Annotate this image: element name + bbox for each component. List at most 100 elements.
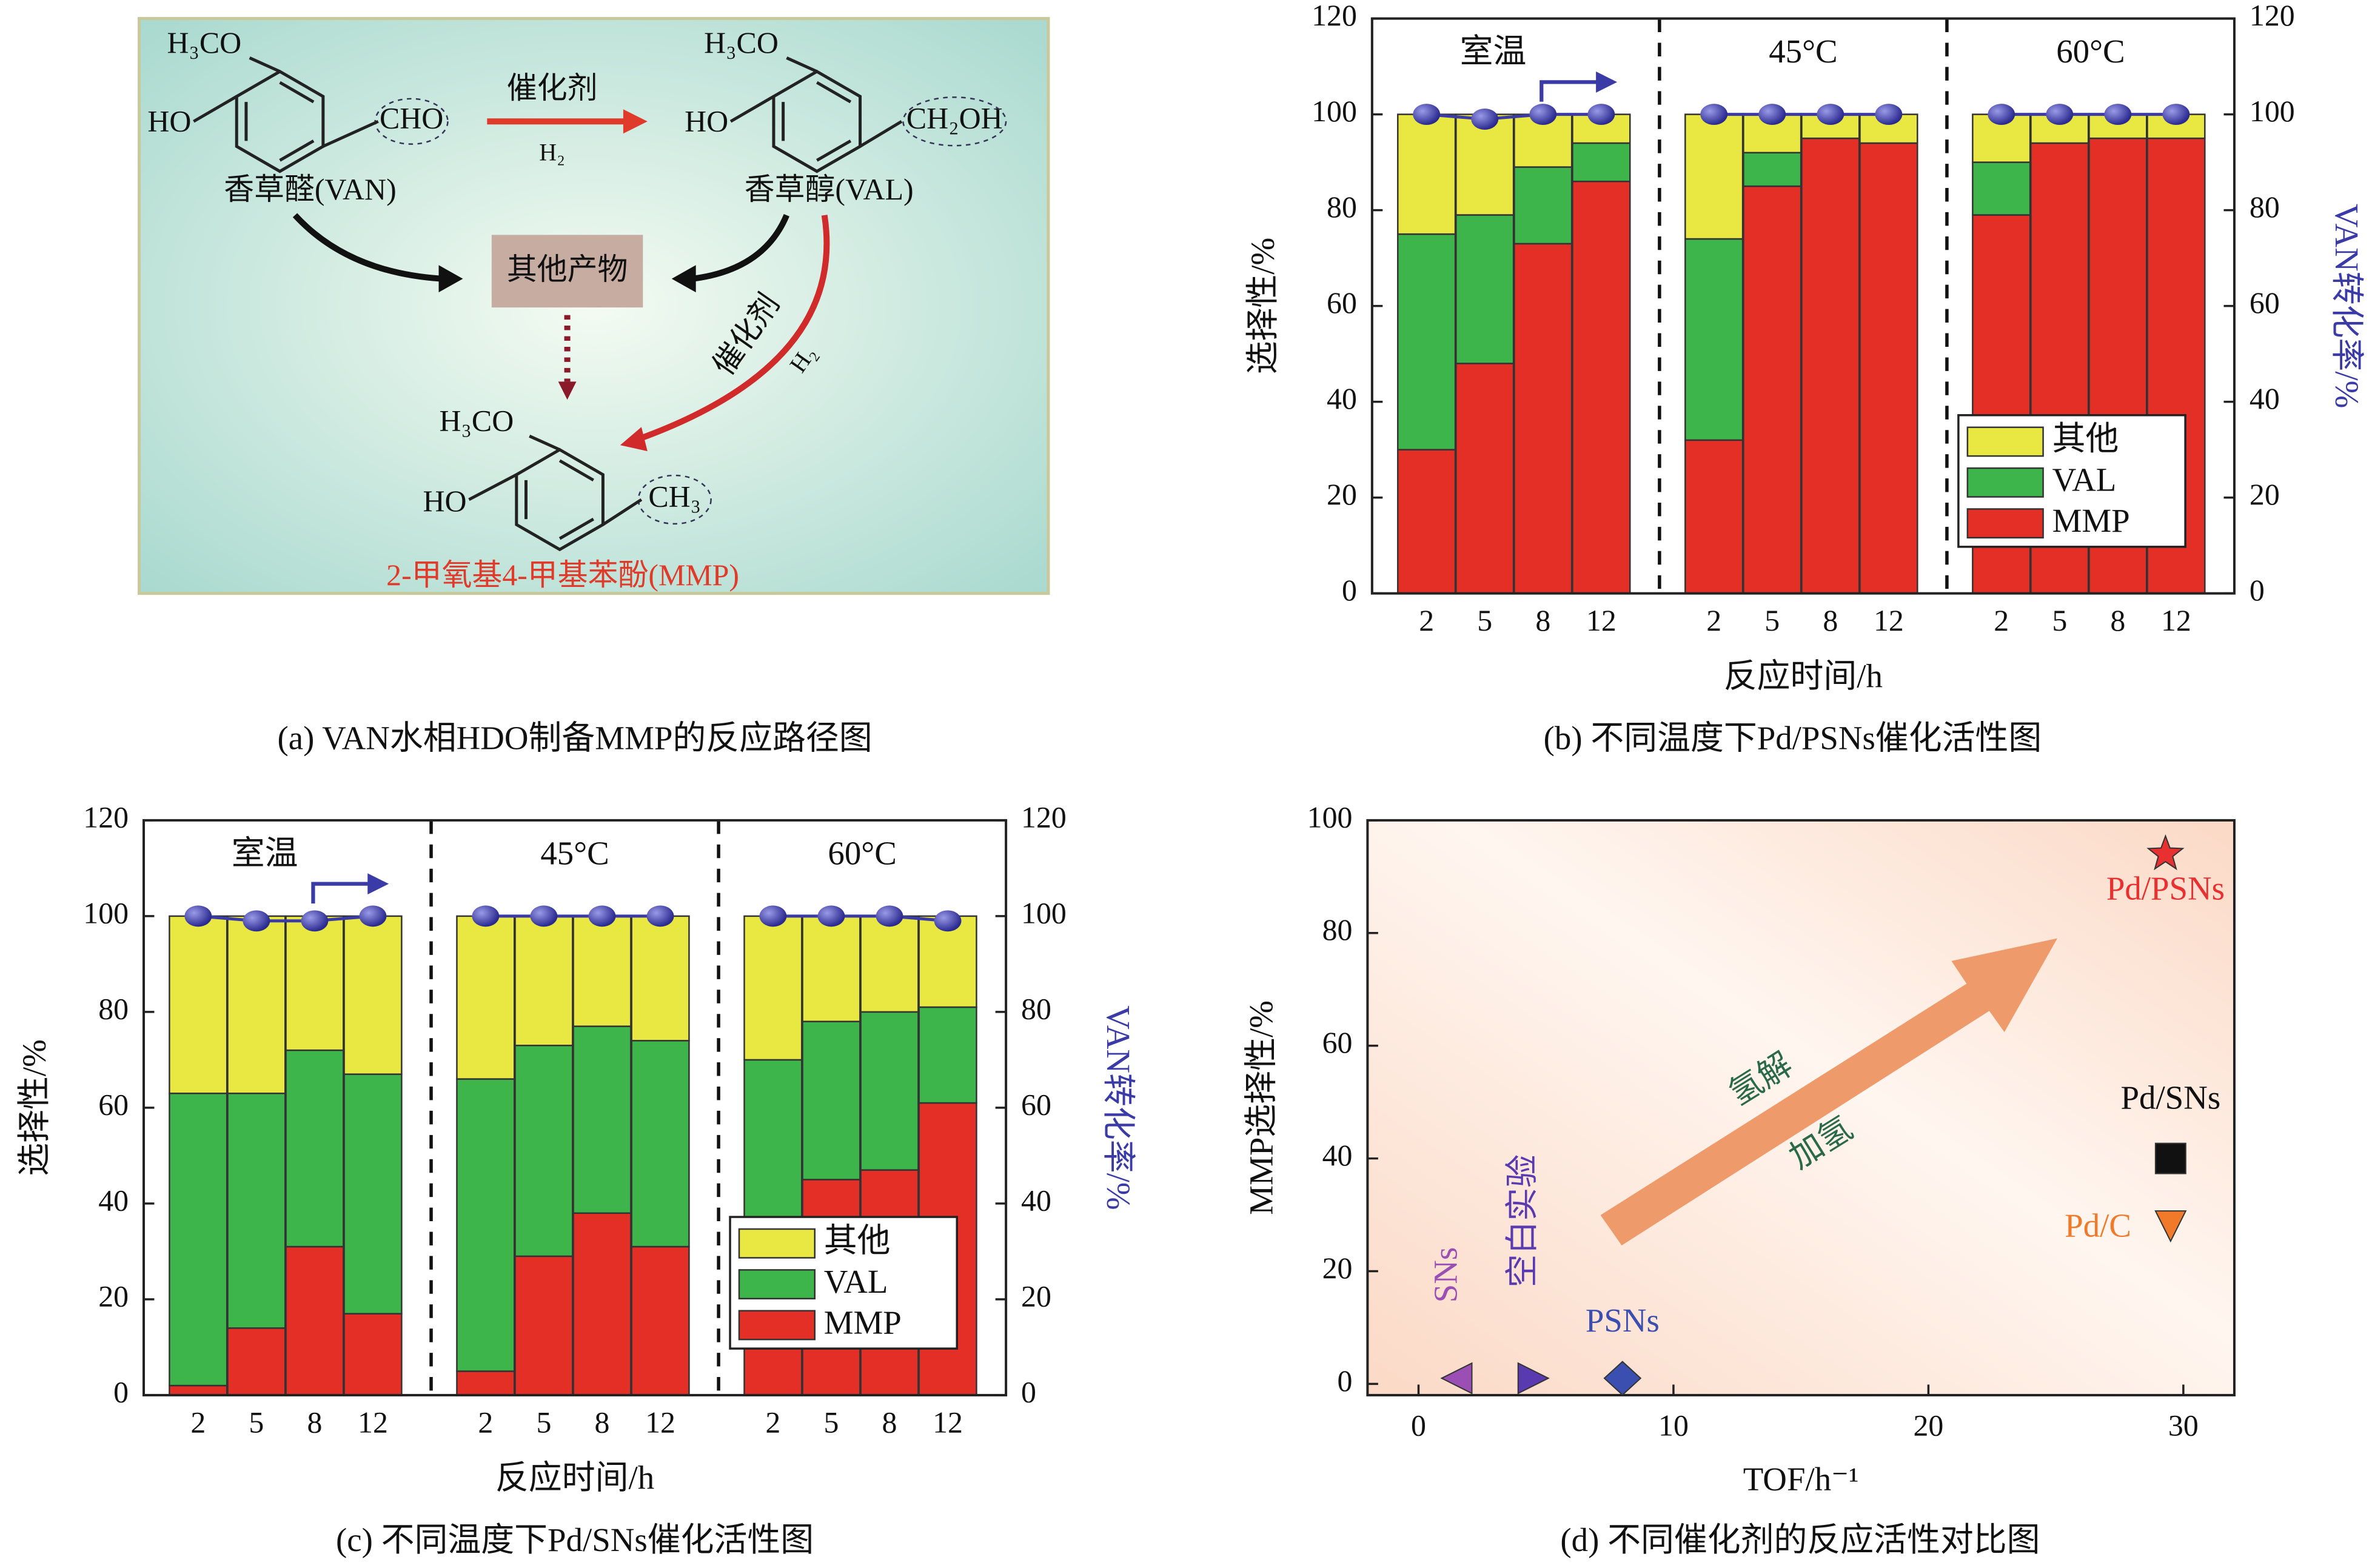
x-tick-label: 2: [1419, 604, 1434, 637]
bar-segment: [1572, 180, 1631, 594]
x-tick-label: 5: [1477, 604, 1492, 637]
bar-segment: [1801, 113, 1860, 139]
bar-segment: [631, 915, 690, 1042]
bond: [859, 120, 903, 148]
group-arrow: [1539, 80, 1600, 102]
point-label: Pd/PSNs: [2106, 870, 2225, 907]
point-label: 空白实验: [1504, 1154, 1541, 1288]
y2-tick-label: 20: [2250, 478, 2280, 511]
bar-segment: [572, 1025, 632, 1214]
y2-tick-label: 0: [1021, 1375, 1036, 1409]
y2-tick-label: 60: [2250, 286, 2280, 320]
bar-segment: [1743, 185, 1802, 594]
legend-swatch: [738, 1228, 816, 1259]
y2-tick-label: 60: [1021, 1088, 1051, 1121]
conversion-point: [243, 910, 270, 932]
legend-label: 其他: [2052, 420, 2119, 457]
plot-frame: [1366, 819, 2236, 1396]
bar-segment: [456, 1370, 515, 1396]
hydroxy: HO: [685, 105, 728, 138]
bar-segment: [1972, 161, 2031, 216]
conversion-point: [646, 905, 674, 927]
legend-label: 其他: [824, 1222, 891, 1259]
point: [1440, 1362, 1473, 1395]
conversion-point: [817, 905, 845, 927]
conversion-point: [1875, 104, 1903, 126]
x-tick-label: 12: [645, 1406, 675, 1439]
arrowhead: [558, 381, 577, 400]
conversion-point: [1700, 104, 1728, 126]
highlight: [902, 96, 1007, 147]
conversion-point: [1758, 104, 1786, 126]
bar-segment: [1455, 214, 1515, 364]
conversion-point: [359, 905, 387, 927]
conversion-point: [759, 905, 787, 927]
conversion-line: [1426, 113, 1601, 121]
point: [1603, 1361, 1642, 1396]
y2-tick-label: 80: [1021, 992, 1051, 1025]
double-bond: [816, 81, 852, 104]
bar-segment: [1572, 142, 1631, 183]
double-bond: [816, 139, 852, 162]
bar-segment: [514, 915, 574, 1047]
x-tick-label: 5: [2052, 604, 2067, 637]
bar-segment: [743, 1059, 803, 1228]
y-axis-label: 选择性/%: [16, 1039, 53, 1176]
molecule-name: 香草醛(VAN): [224, 173, 396, 206]
bar-segment: [572, 1212, 632, 1396]
legend-swatch: [738, 1310, 816, 1341]
y2-tick-label: 0: [2250, 574, 2265, 607]
y2-tick-label: 100: [2250, 95, 2295, 128]
y-tick-label: 120: [83, 800, 129, 834]
double-bond: [558, 459, 594, 482]
conversion-point: [530, 905, 558, 927]
x-tick-label: 30: [2168, 1409, 2199, 1442]
group: CHO: [380, 102, 443, 135]
y2-axis-label: VAN转化率/%: [1100, 1005, 1137, 1210]
x-tick-label: 20: [1913, 1409, 1943, 1442]
y-tick-label: 20: [1327, 478, 1357, 511]
bar-segment: [1801, 137, 1860, 594]
methoxy: H₃CO: [704, 26, 779, 59]
caption: (b) 不同温度下Pd/PSNs催化活性图: [1544, 720, 2042, 757]
x-tick-label: 12: [1874, 604, 1904, 637]
plot-frame: [1370, 17, 2236, 595]
point: [1517, 1362, 1550, 1395]
x-tick-label: 12: [1586, 604, 1617, 637]
x-tick-label: 8: [595, 1406, 610, 1439]
y2-tick-label: 20: [1021, 1279, 1051, 1313]
molecule-name: 香草醇(VAL): [745, 173, 914, 206]
group-label: 室温: [232, 834, 298, 871]
arrowhead: [671, 265, 696, 293]
point: [2154, 1210, 2187, 1243]
methoxy: H₃CO: [167, 26, 241, 59]
conversion-point: [472, 905, 500, 927]
highlight: [637, 474, 712, 525]
y2-tick-label: 40: [1021, 1184, 1051, 1217]
x-tick-label: 2: [1706, 604, 1721, 637]
gas: H₂: [539, 138, 565, 166]
bond: [468, 473, 517, 501]
arrowhead: [623, 109, 648, 134]
y2-tick-label: 120: [1021, 800, 1067, 834]
legend-label: MMP: [824, 1304, 902, 1341]
y-tick-label: 0: [1342, 574, 1357, 607]
legend-swatch: [1966, 426, 2044, 457]
bond: [786, 56, 818, 73]
double-bond: [558, 517, 594, 540]
bar-segment: [1743, 113, 1802, 154]
arrow: [637, 215, 830, 442]
molecule-name: 2-甲氧基4-甲基苯酚(MMP): [386, 558, 739, 592]
y2-axis-label: VAN转化率/%: [2328, 204, 2365, 408]
legend-swatch: [1966, 508, 2044, 539]
bond: [529, 434, 561, 451]
y-tick-label: 100: [1312, 95, 1357, 128]
x-tick-label: 5: [823, 1406, 839, 1439]
conversion-line: [772, 914, 948, 923]
conversion-point: [2162, 104, 2190, 126]
conversion-point: [588, 905, 616, 927]
bar-segment: [227, 1092, 286, 1329]
bond: [249, 56, 281, 73]
